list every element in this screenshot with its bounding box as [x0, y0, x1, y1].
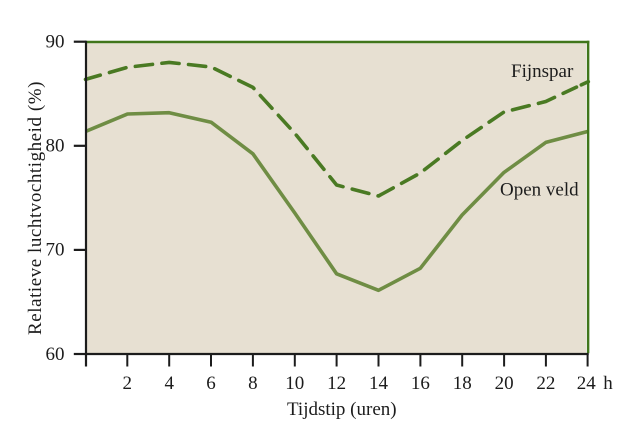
svg-text:h: h: [603, 373, 613, 394]
svg-text:Fijnspar: Fijnspar: [511, 61, 574, 82]
svg-text:24: 24: [577, 373, 597, 394]
svg-text:22: 22: [536, 373, 555, 394]
svg-text:Tijdstip (uren): Tijdstip (uren): [287, 399, 397, 420]
svg-text:Relatieve luchtvochtigheid (%): Relatieve luchtvochtigheid (%): [25, 81, 46, 335]
svg-text:12: 12: [327, 373, 346, 394]
svg-text:10: 10: [285, 373, 304, 394]
svg-text:80: 80: [46, 136, 65, 157]
svg-text:4: 4: [164, 373, 174, 394]
svg-text:60: 60: [46, 344, 65, 365]
svg-text:14: 14: [369, 373, 389, 394]
svg-text:8: 8: [248, 373, 258, 394]
svg-text:2: 2: [123, 373, 133, 394]
svg-text:6: 6: [206, 373, 216, 394]
svg-text:70: 70: [46, 240, 65, 261]
svg-text:90: 90: [46, 32, 65, 53]
svg-text:18: 18: [453, 373, 472, 394]
svg-text:16: 16: [411, 373, 430, 394]
svg-text:20: 20: [495, 373, 514, 394]
svg-text:Open veld: Open veld: [500, 180, 579, 201]
